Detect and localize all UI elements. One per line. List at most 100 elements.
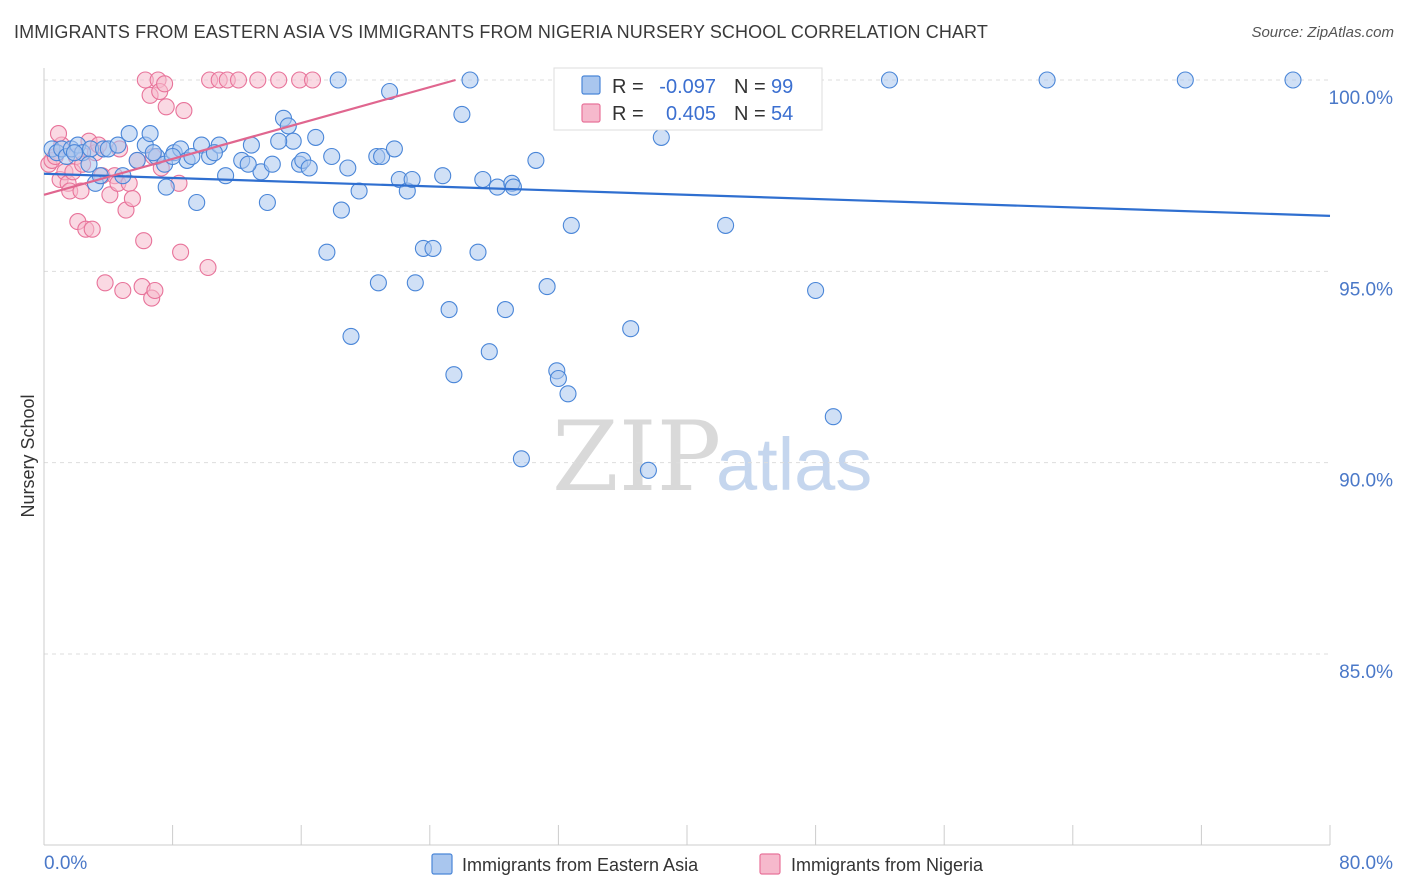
- point-eastern-asia: [120, 125, 138, 143]
- legend: Immigrants from Eastern Asia Immigrants …: [431, 853, 984, 875]
- point-eastern-asia: [559, 385, 577, 403]
- point-nigeria: [175, 102, 193, 120]
- point-nigeria: [172, 243, 190, 261]
- point-eastern-asia: [258, 193, 276, 212]
- point-eastern-asia: [445, 366, 463, 384]
- point-eastern-asia: [527, 151, 545, 169]
- watermark-atlas: atlas: [716, 423, 872, 506]
- stats-n-label-blue: N =: [734, 76, 766, 98]
- point-nigeria: [199, 258, 217, 277]
- x-tick-label-max: 80.0%: [1339, 853, 1393, 874]
- point-nigeria: [146, 281, 164, 300]
- watermark-zip: ZIP: [552, 401, 721, 513]
- point-eastern-asia: [562, 216, 580, 234]
- trend-line-eastern-asia: [43, 172, 1331, 217]
- point-eastern-asia: [807, 281, 825, 300]
- point-eastern-asia: [144, 144, 162, 162]
- point-eastern-asia: [403, 170, 421, 189]
- legend-swatch-eastern-asia: [431, 853, 453, 875]
- point-eastern-asia: [434, 167, 452, 185]
- y-tick-label: 100.0%: [1329, 88, 1394, 109]
- point-nigeria: [123, 190, 141, 208]
- point-eastern-asia: [622, 320, 640, 338]
- point-eastern-asia: [270, 132, 288, 150]
- point-eastern-asia: [824, 408, 842, 426]
- trend-line-nigeria: [43, 78, 456, 196]
- legend-label-nigeria: Immigrants from Nigeria: [791, 855, 984, 875]
- y-tick-label: 95.0%: [1339, 279, 1393, 300]
- point-eastern-asia: [406, 274, 424, 292]
- point-eastern-asia: [1284, 71, 1302, 89]
- point-eastern-asia: [188, 193, 206, 212]
- point-eastern-asia: [538, 278, 556, 296]
- legend-swatch-nigeria: [759, 853, 781, 875]
- y-tick-label: 85.0%: [1339, 662, 1393, 683]
- point-nigeria: [156, 75, 174, 93]
- point-nigeria: [49, 125, 68, 143]
- point-eastern-asia: [1176, 71, 1194, 89]
- point-eastern-asia: [217, 167, 235, 185]
- point-nigeria: [135, 232, 153, 250]
- point-eastern-asia: [284, 132, 302, 150]
- point-eastern-asia: [512, 450, 530, 468]
- legend-label-eastern-asia: Immigrants from Eastern Asia: [462, 855, 699, 875]
- stats-swatch-blue: [581, 75, 601, 95]
- stats-r-value-pink: 0.405: [666, 103, 716, 125]
- stats-swatch-pink: [581, 103, 601, 123]
- point-eastern-asia: [157, 178, 175, 196]
- point-eastern-asia: [369, 274, 387, 292]
- y-axis-label: Nursery School: [18, 394, 38, 517]
- chart-source: Source: ZipAtlas.com: [1251, 24, 1394, 41]
- point-nigeria: [83, 220, 101, 238]
- point-eastern-asia: [549, 369, 567, 388]
- point-eastern-asia: [109, 136, 127, 154]
- point-eastern-asia: [440, 301, 458, 319]
- point-eastern-asia: [307, 128, 325, 146]
- x-tick-label-min: 0.0%: [44, 853, 87, 874]
- point-eastern-asia: [488, 178, 506, 196]
- point-nigeria: [229, 71, 248, 89]
- chart-title: IMMIGRANTS FROM EASTERN ASIA VS IMMIGRAN…: [14, 22, 988, 42]
- point-eastern-asia: [385, 140, 403, 158]
- x-axis-ticks: [43, 825, 1331, 845]
- point-eastern-asia: [350, 182, 368, 200]
- point-nigeria: [303, 71, 322, 89]
- point-eastern-asia: [342, 327, 360, 345]
- stats-r-label-pink: R =: [612, 103, 644, 125]
- point-eastern-asia: [141, 125, 159, 143]
- point-eastern-asia: [652, 128, 670, 146]
- point-eastern-asia: [300, 159, 318, 177]
- point-eastern-asia: [717, 216, 735, 234]
- stats-n-label-pink: N =: [734, 103, 766, 125]
- point-nigeria: [72, 182, 90, 200]
- point-eastern-asia: [65, 144, 84, 162]
- y-tick-labels: 85.0% 90.0% 95.0% 100.0%: [1329, 88, 1394, 683]
- point-eastern-asia: [339, 159, 357, 177]
- stats-n-value-pink: 54: [771, 103, 793, 125]
- point-nigeria: [157, 98, 175, 116]
- point-eastern-asia: [318, 243, 336, 261]
- point-eastern-asia: [239, 155, 257, 173]
- point-eastern-asia: [639, 461, 657, 479]
- stats-n-value-blue: 99: [771, 76, 793, 98]
- point-eastern-asia: [128, 151, 146, 169]
- point-eastern-asia: [329, 71, 347, 89]
- point-eastern-asia: [504, 178, 522, 196]
- y-tick-label: 90.0%: [1339, 471, 1393, 492]
- point-eastern-asia: [880, 71, 899, 89]
- point-eastern-asia: [323, 147, 341, 166]
- stats-box: R = -0.097 N = 99 R = 0.405 N = 54: [553, 67, 823, 131]
- point-eastern-asia: [80, 155, 98, 173]
- stats-r-label-blue: R =: [612, 76, 644, 98]
- point-eastern-asia: [332, 201, 350, 219]
- point-nigeria: [249, 71, 267, 89]
- point-nigeria: [270, 71, 288, 89]
- point-eastern-asia: [496, 301, 514, 319]
- point-nigeria: [114, 281, 132, 300]
- point-eastern-asia: [263, 155, 281, 173]
- point-eastern-asia: [453, 105, 471, 123]
- point-nigeria: [96, 274, 114, 292]
- point-eastern-asia: [461, 71, 479, 89]
- point-eastern-asia: [373, 147, 391, 166]
